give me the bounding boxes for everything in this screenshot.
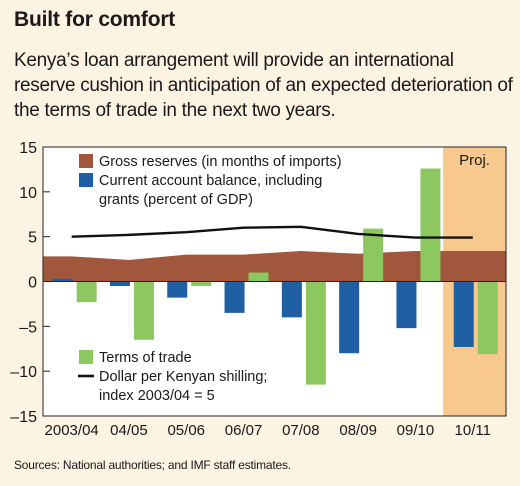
y-tick-label: 15 xyxy=(19,140,37,157)
terms-of-trade-bar xyxy=(477,281,498,355)
current-account-bar xyxy=(109,281,130,286)
reserves-area xyxy=(43,251,506,282)
current-account-bar xyxy=(224,281,245,313)
legend-swatch xyxy=(79,154,93,168)
legend-label: grants (percent of GDP) xyxy=(99,192,253,208)
terms-of-trade-bar xyxy=(133,281,154,340)
projection-label: Proj. xyxy=(459,152,490,169)
y-tick-label: –10 xyxy=(10,364,37,381)
terms-of-trade-bar xyxy=(248,272,269,282)
x-tick-label: 08/09 xyxy=(339,422,377,439)
y-tick-label: –15 xyxy=(10,409,37,426)
current-account-bar xyxy=(281,281,302,318)
legend-label: Current account balance, including xyxy=(99,173,322,189)
current-account-bar xyxy=(339,281,360,354)
x-tick-label: 09/10 xyxy=(397,422,435,439)
x-tick-label: 04/05 xyxy=(110,422,148,439)
terms-of-trade-bar xyxy=(420,168,441,282)
x-tick-label: 05/06 xyxy=(167,422,205,439)
current-account-bar xyxy=(396,281,417,329)
terms-of-trade-bar xyxy=(305,281,326,385)
chart-subtitle: Kenya’s loan arrangement will provide an… xyxy=(14,50,513,121)
terms-of-trade-bar xyxy=(191,281,212,286)
legend-swatch xyxy=(79,350,93,364)
y-tick-label: 10 xyxy=(19,185,37,202)
chart-title: Built for comfort xyxy=(14,8,176,31)
x-tick-label: 07/08 xyxy=(282,422,320,439)
exchange-rate-line xyxy=(71,225,473,239)
terms-of-trade-bar xyxy=(76,281,97,303)
plot-frame xyxy=(42,146,507,417)
y-tick-label: 5 xyxy=(28,230,37,247)
x-tick-label: 10/11 xyxy=(455,422,491,439)
current-account-bar xyxy=(52,278,73,282)
y-tick-label: –5 xyxy=(19,319,37,336)
x-tick-label: 2003/04 xyxy=(45,422,99,439)
current-account-bar xyxy=(453,281,474,347)
legend-label: Terms of trade xyxy=(99,350,192,366)
legend-label: index 2003/04 = 5 xyxy=(99,388,215,404)
legend-label: Dollar per Kenyan shilling; xyxy=(99,369,267,385)
current-account-bar xyxy=(167,281,188,298)
chart-source: Sources: National authorities; and IMF s… xyxy=(14,458,291,472)
terms-of-trade-bar xyxy=(363,228,384,282)
x-tick-label: 06/07 xyxy=(225,422,263,439)
y-tick-label: 0 xyxy=(28,275,37,292)
legend-label: Gross reserves (in months of imports) xyxy=(99,154,342,170)
legend-swatch xyxy=(79,173,93,187)
